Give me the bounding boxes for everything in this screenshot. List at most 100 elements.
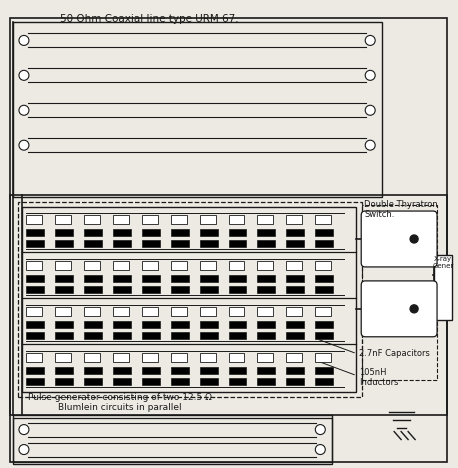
Bar xyxy=(315,332,333,339)
Bar xyxy=(315,215,331,224)
Bar xyxy=(257,332,275,339)
Bar xyxy=(362,205,437,380)
Bar xyxy=(13,415,332,465)
Bar xyxy=(200,229,218,236)
Bar xyxy=(26,286,44,293)
Circle shape xyxy=(19,105,29,115)
Bar xyxy=(286,321,304,328)
Bar xyxy=(200,367,218,373)
Bar xyxy=(229,332,246,339)
Bar xyxy=(200,332,218,339)
Bar xyxy=(26,378,44,385)
Bar xyxy=(55,332,73,339)
Bar xyxy=(113,378,131,385)
Bar xyxy=(113,240,131,247)
Bar xyxy=(434,255,452,320)
Bar xyxy=(229,378,246,385)
Bar xyxy=(26,321,44,328)
Text: Double Thyratron
Switch.: Double Thyratron Switch. xyxy=(364,200,438,219)
Bar xyxy=(26,332,44,339)
Bar xyxy=(286,378,304,385)
Bar xyxy=(55,353,71,362)
Bar xyxy=(286,332,304,339)
Bar xyxy=(84,321,102,328)
Bar xyxy=(257,307,273,316)
Bar xyxy=(257,367,275,373)
Bar xyxy=(84,353,100,362)
Bar xyxy=(84,261,100,270)
Circle shape xyxy=(19,140,29,150)
Bar xyxy=(171,215,186,224)
Bar xyxy=(55,240,73,247)
Bar xyxy=(142,332,160,339)
Bar xyxy=(257,353,273,362)
Bar xyxy=(55,286,73,293)
Bar xyxy=(84,332,102,339)
Bar xyxy=(171,367,189,373)
Bar xyxy=(315,367,333,373)
Bar xyxy=(84,229,102,236)
Bar xyxy=(286,240,304,247)
Bar xyxy=(55,367,73,373)
Bar xyxy=(229,367,246,373)
Bar xyxy=(171,353,186,362)
Bar xyxy=(286,229,304,236)
Bar xyxy=(229,286,246,293)
Bar xyxy=(286,261,302,270)
Circle shape xyxy=(19,424,29,435)
Bar xyxy=(26,367,44,373)
Bar xyxy=(315,286,333,293)
Bar xyxy=(257,275,275,282)
Bar xyxy=(26,240,44,247)
FancyBboxPatch shape xyxy=(361,211,437,267)
Bar xyxy=(113,321,131,328)
Bar xyxy=(200,261,216,270)
Bar xyxy=(229,229,246,236)
Bar xyxy=(257,261,273,270)
Bar xyxy=(315,378,333,385)
Text: Pulse generator consisting of two 12.5 Ω
Blumlein circuits in parallel: Pulse generator consisting of two 12.5 Ω… xyxy=(28,393,212,412)
Bar xyxy=(142,275,160,282)
Circle shape xyxy=(365,105,375,115)
Bar xyxy=(26,229,44,236)
Bar xyxy=(18,202,362,397)
Bar xyxy=(200,378,218,385)
Circle shape xyxy=(19,445,29,454)
Circle shape xyxy=(410,305,418,313)
Bar xyxy=(257,229,275,236)
Bar xyxy=(171,378,189,385)
Bar xyxy=(171,229,189,236)
Bar xyxy=(26,261,42,270)
Bar xyxy=(315,353,331,362)
Bar xyxy=(142,240,160,247)
Circle shape xyxy=(365,36,375,45)
Bar xyxy=(84,307,100,316)
Bar xyxy=(142,215,158,224)
Bar xyxy=(142,367,160,373)
Bar xyxy=(200,321,218,328)
Bar xyxy=(171,261,186,270)
Bar xyxy=(229,215,245,224)
Bar xyxy=(171,321,189,328)
Bar xyxy=(55,229,73,236)
Bar xyxy=(200,286,218,293)
Bar xyxy=(315,240,333,247)
Bar xyxy=(286,215,302,224)
Bar xyxy=(142,353,158,362)
Bar xyxy=(286,353,302,362)
Bar xyxy=(257,378,275,385)
Bar xyxy=(113,261,129,270)
Bar xyxy=(26,215,42,224)
Bar xyxy=(13,22,382,197)
Bar xyxy=(229,240,246,247)
Circle shape xyxy=(315,445,325,454)
Bar xyxy=(200,307,216,316)
Bar xyxy=(315,261,331,270)
Bar xyxy=(171,307,186,316)
Bar xyxy=(315,307,331,316)
Bar xyxy=(113,286,131,293)
Bar xyxy=(84,240,102,247)
Bar xyxy=(55,307,71,316)
Bar xyxy=(286,367,304,373)
FancyBboxPatch shape xyxy=(361,281,437,337)
